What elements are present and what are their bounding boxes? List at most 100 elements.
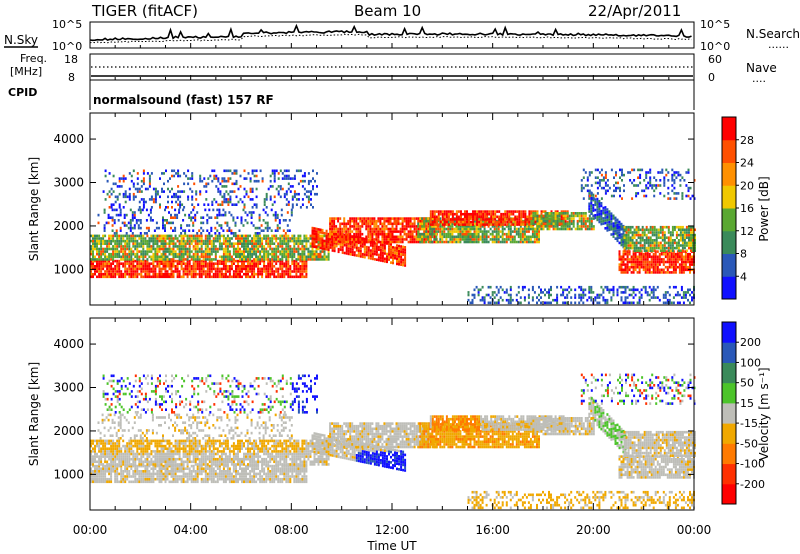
range-gate-cell <box>669 246 672 250</box>
range-gate-cell <box>333 227 336 231</box>
range-gate-cell <box>312 177 314 180</box>
range-gate-cell <box>548 227 551 231</box>
range-gate-cell <box>373 252 376 256</box>
range-gate-cell <box>122 206 125 209</box>
range-gate-cell <box>195 192 198 196</box>
range-gate-cell <box>394 256 396 260</box>
range-gate-cell <box>164 247 167 251</box>
range-gate-cell <box>628 252 631 256</box>
range-gate-cell <box>184 250 187 253</box>
range-gate-cell <box>677 241 680 245</box>
range-gate-cell <box>636 260 639 264</box>
range-gate-cell <box>481 225 484 228</box>
range-gate-cell <box>134 265 137 268</box>
range-gate-cell <box>124 192 127 196</box>
range-gate-cell <box>92 255 94 259</box>
range-gate-cell <box>257 262 260 265</box>
range-gate-cell <box>245 265 247 268</box>
range-gate-cell <box>297 234 300 238</box>
range-gate-cell <box>534 214 537 218</box>
range-gate-cell <box>397 222 400 226</box>
range-gate-cell <box>359 219 362 223</box>
range-gate-cell <box>441 210 444 213</box>
range-gate-cell <box>435 210 438 213</box>
range-gate-cell <box>690 233 692 237</box>
range-gate-cell <box>638 268 641 272</box>
range-gate-cell <box>142 265 145 268</box>
range-gate-cell <box>274 219 277 222</box>
range-gate-cell <box>176 275 179 279</box>
range-gate-cell <box>385 240 388 244</box>
range-gate-cell <box>141 208 144 212</box>
range-gate-cell <box>349 230 352 233</box>
range-gate-cell <box>387 219 390 223</box>
range-gate-cell <box>230 213 233 217</box>
range-gate-cell <box>271 172 274 175</box>
range-gate-cell <box>125 213 128 217</box>
range-gate-cell <box>109 216 112 219</box>
range-gate-cell <box>214 262 217 265</box>
range-gate-cell <box>435 240 438 244</box>
range-gate-cell <box>253 174 256 178</box>
range-gate-cell <box>271 185 274 188</box>
range-gate-cell <box>638 265 641 269</box>
range-gate-cell <box>181 190 184 193</box>
range-gate-cell <box>170 237 173 240</box>
range-gate-cell <box>335 225 338 228</box>
range-gate-cell <box>590 207 593 210</box>
range-gate-cell <box>499 225 502 228</box>
range-gate-cell <box>419 217 422 220</box>
range-gate-cell <box>170 234 173 238</box>
range-gate-cell <box>301 270 304 273</box>
range-gate-cell <box>267 259 270 263</box>
range-gate-cell <box>480 210 483 213</box>
range-gate-cell <box>100 237 103 240</box>
range-gate-cell <box>427 219 430 223</box>
range-gate-cell <box>301 245 304 248</box>
range-gate-cell <box>150 239 153 243</box>
range-gate-cell <box>654 263 657 266</box>
range-gate-cell <box>431 232 434 236</box>
range-gate-cell <box>115 213 118 217</box>
range-gate-cell <box>451 232 454 236</box>
range-gate-cell <box>267 275 270 279</box>
range-gate-cell <box>263 259 266 263</box>
range-gate-cell <box>315 235 318 239</box>
range-gate-cell <box>174 245 177 248</box>
range-gate-cell <box>239 258 241 261</box>
range-gate-cell <box>145 219 148 222</box>
range-gate-cell <box>483 235 486 239</box>
range-gate-cell <box>665 236 668 239</box>
range-gate-cell <box>365 227 368 231</box>
range-gate-cell <box>487 301 490 305</box>
range-gate-cell <box>251 172 254 175</box>
range-gate-cell <box>620 225 623 228</box>
range-gate-cell <box>247 245 249 248</box>
range-gate-cell <box>392 259 394 262</box>
range-gate-cell <box>649 249 652 252</box>
range-gate-cell <box>493 240 496 244</box>
range-gate-cell <box>114 250 117 253</box>
range-gate-cell <box>427 238 430 241</box>
range-gate-cell <box>202 265 205 268</box>
range-gate-cell <box>656 255 659 259</box>
range-gate-cell <box>281 242 284 245</box>
range-gate-cell <box>154 190 157 193</box>
range-gate-cell <box>671 239 674 242</box>
range-gate-cell <box>110 206 113 209</box>
range-gate-cell <box>156 239 159 243</box>
range-gate-cell <box>146 272 149 276</box>
range-gate-cell <box>178 245 181 248</box>
range-gate-cell <box>680 265 683 269</box>
range-gate-cell <box>683 233 686 237</box>
range-gate-cell <box>138 190 141 193</box>
range-gate-cell <box>387 227 390 231</box>
range-gate-cell <box>222 262 225 265</box>
range-gate-cell <box>669 236 672 239</box>
range-gate-cell <box>233 169 236 173</box>
range-gate-cell <box>674 271 677 274</box>
range-gate-cell <box>598 207 601 211</box>
range-gate-cell <box>536 238 538 241</box>
range-gate-cell <box>349 227 352 231</box>
range-gate-cell <box>283 265 286 268</box>
